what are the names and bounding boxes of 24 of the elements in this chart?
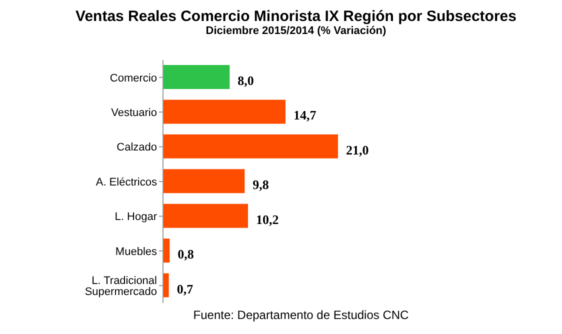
data-label: 8,0	[238, 73, 254, 88]
y-tick-label: L. Hogar	[114, 211, 158, 224]
y-tick-label: A. Eléctricos	[96, 176, 158, 188]
bar	[163, 134, 338, 158]
chart-title: Ventas Reales Comercio Minorista IX Región por Subsectores	[74, 8, 518, 25]
y-tick-label: Comercio	[110, 72, 157, 84]
bar	[163, 273, 169, 298]
bar	[163, 204, 248, 228]
data-label: 21,0	[346, 142, 369, 158]
bar	[163, 238, 170, 263]
y-tick-label: Vestuario	[111, 106, 157, 119]
data-label: 10,2	[256, 212, 279, 227]
source-note: Fuente: Departamento de Estudios CNC	[192, 308, 410, 322]
data-label: 0,7	[176, 281, 194, 296]
bar	[163, 65, 230, 89]
y-tick-label: Muebles	[115, 246, 158, 258]
bar	[163, 100, 286, 124]
bar	[163, 169, 245, 194]
data-label: 9,8	[252, 177, 270, 192]
y-tick-label: Calzado	[116, 142, 157, 154]
data-label: 0,8	[178, 246, 194, 262]
data-label: 14,7	[294, 108, 317, 123]
y-tick-label: L. Tradicional Supermercado	[84, 275, 157, 298]
chart-subtitle: Diciembre 2015/2014 (% Variación)	[204, 25, 388, 37]
